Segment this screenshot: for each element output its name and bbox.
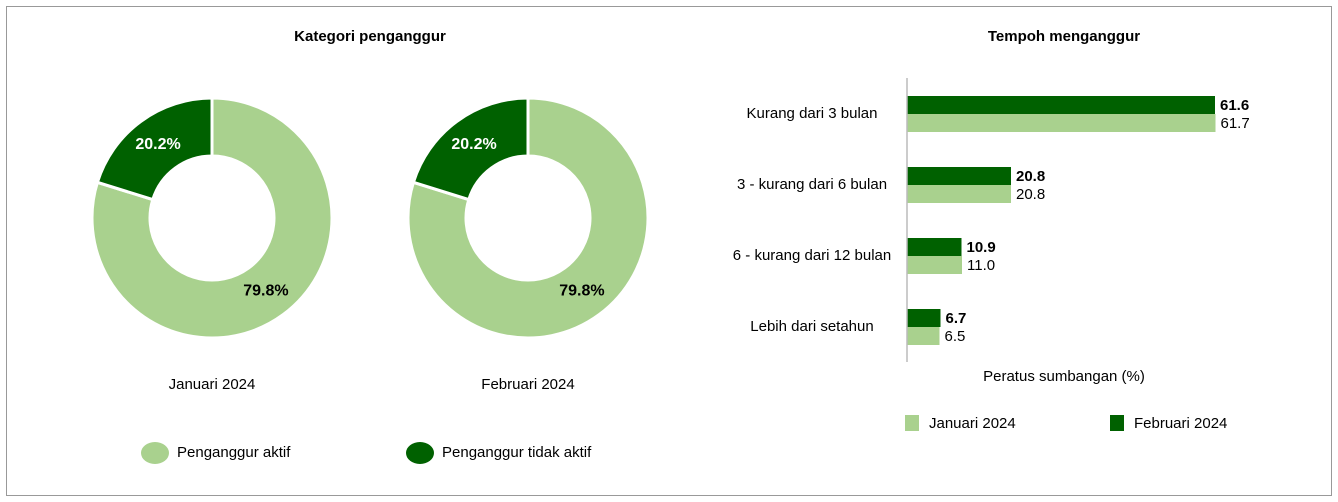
category-text: Kurang dari 3 bulan: [746, 105, 878, 122]
bar-value: 20.8: [1016, 186, 1045, 203]
legend-swatch: [141, 442, 169, 464]
category-text: Lebih dari setahun: [750, 318, 874, 335]
bar: [907, 167, 1011, 185]
slice-label: 20.2%: [135, 136, 180, 153]
bar: [907, 96, 1215, 114]
bar: [907, 114, 1216, 132]
legend-label: Penganggur tidak aktif: [442, 444, 592, 461]
legend-swatch: [1110, 415, 1124, 431]
bar: [907, 309, 941, 327]
donut-caption: Januari 2024: [169, 376, 256, 393]
bar-title: Tempoh menganggur: [988, 28, 1140, 45]
bar: [907, 327, 940, 345]
bar-value: 61.7: [1221, 115, 1250, 132]
category-label: 3 - kurang dari 6 bulan: [736, 176, 888, 193]
bar-value: 6.7: [946, 310, 967, 327]
slice-label: 79.8%: [559, 283, 604, 300]
bar: [907, 256, 962, 274]
bar-value: 11.0: [967, 257, 995, 274]
slice-label: 79.8%: [243, 283, 288, 300]
category-text: 6 - kurang dari 12 bulan: [732, 247, 892, 264]
category-label: 6 - kurang dari 12 bulan: [732, 247, 892, 264]
legend-label: Februari 2024: [1134, 415, 1227, 432]
category-label: Lebih dari setahun: [750, 318, 874, 335]
x-axis-label: Peratus sumbangan (%): [983, 368, 1145, 385]
bar-value: 20.8: [1016, 168, 1045, 185]
category-text: 3 - kurang dari 6 bulan: [736, 176, 888, 193]
bar: [907, 238, 962, 256]
legend-label: Januari 2024: [929, 415, 1016, 432]
frame: [6, 6, 1332, 496]
donut-slice: [90, 96, 334, 340]
legend-swatch: [406, 442, 434, 464]
donut-title: Kategori penganggur: [294, 28, 446, 45]
donut-slice: [406, 96, 650, 340]
donut-caption: Februari 2024: [481, 376, 574, 393]
legend-swatch: [905, 415, 919, 431]
slice-label: 20.2%: [451, 136, 496, 153]
donut-slice: [411, 96, 530, 202]
bar-value: 6.5: [945, 328, 966, 345]
bar-value: 10.9: [967, 239, 996, 256]
category-label: Kurang dari 3 bulan: [746, 105, 878, 122]
legend-label: Penganggur aktif: [177, 444, 291, 461]
bar-value: 61.6: [1220, 97, 1249, 114]
donut-slice: [95, 96, 214, 202]
bar: [907, 185, 1011, 203]
